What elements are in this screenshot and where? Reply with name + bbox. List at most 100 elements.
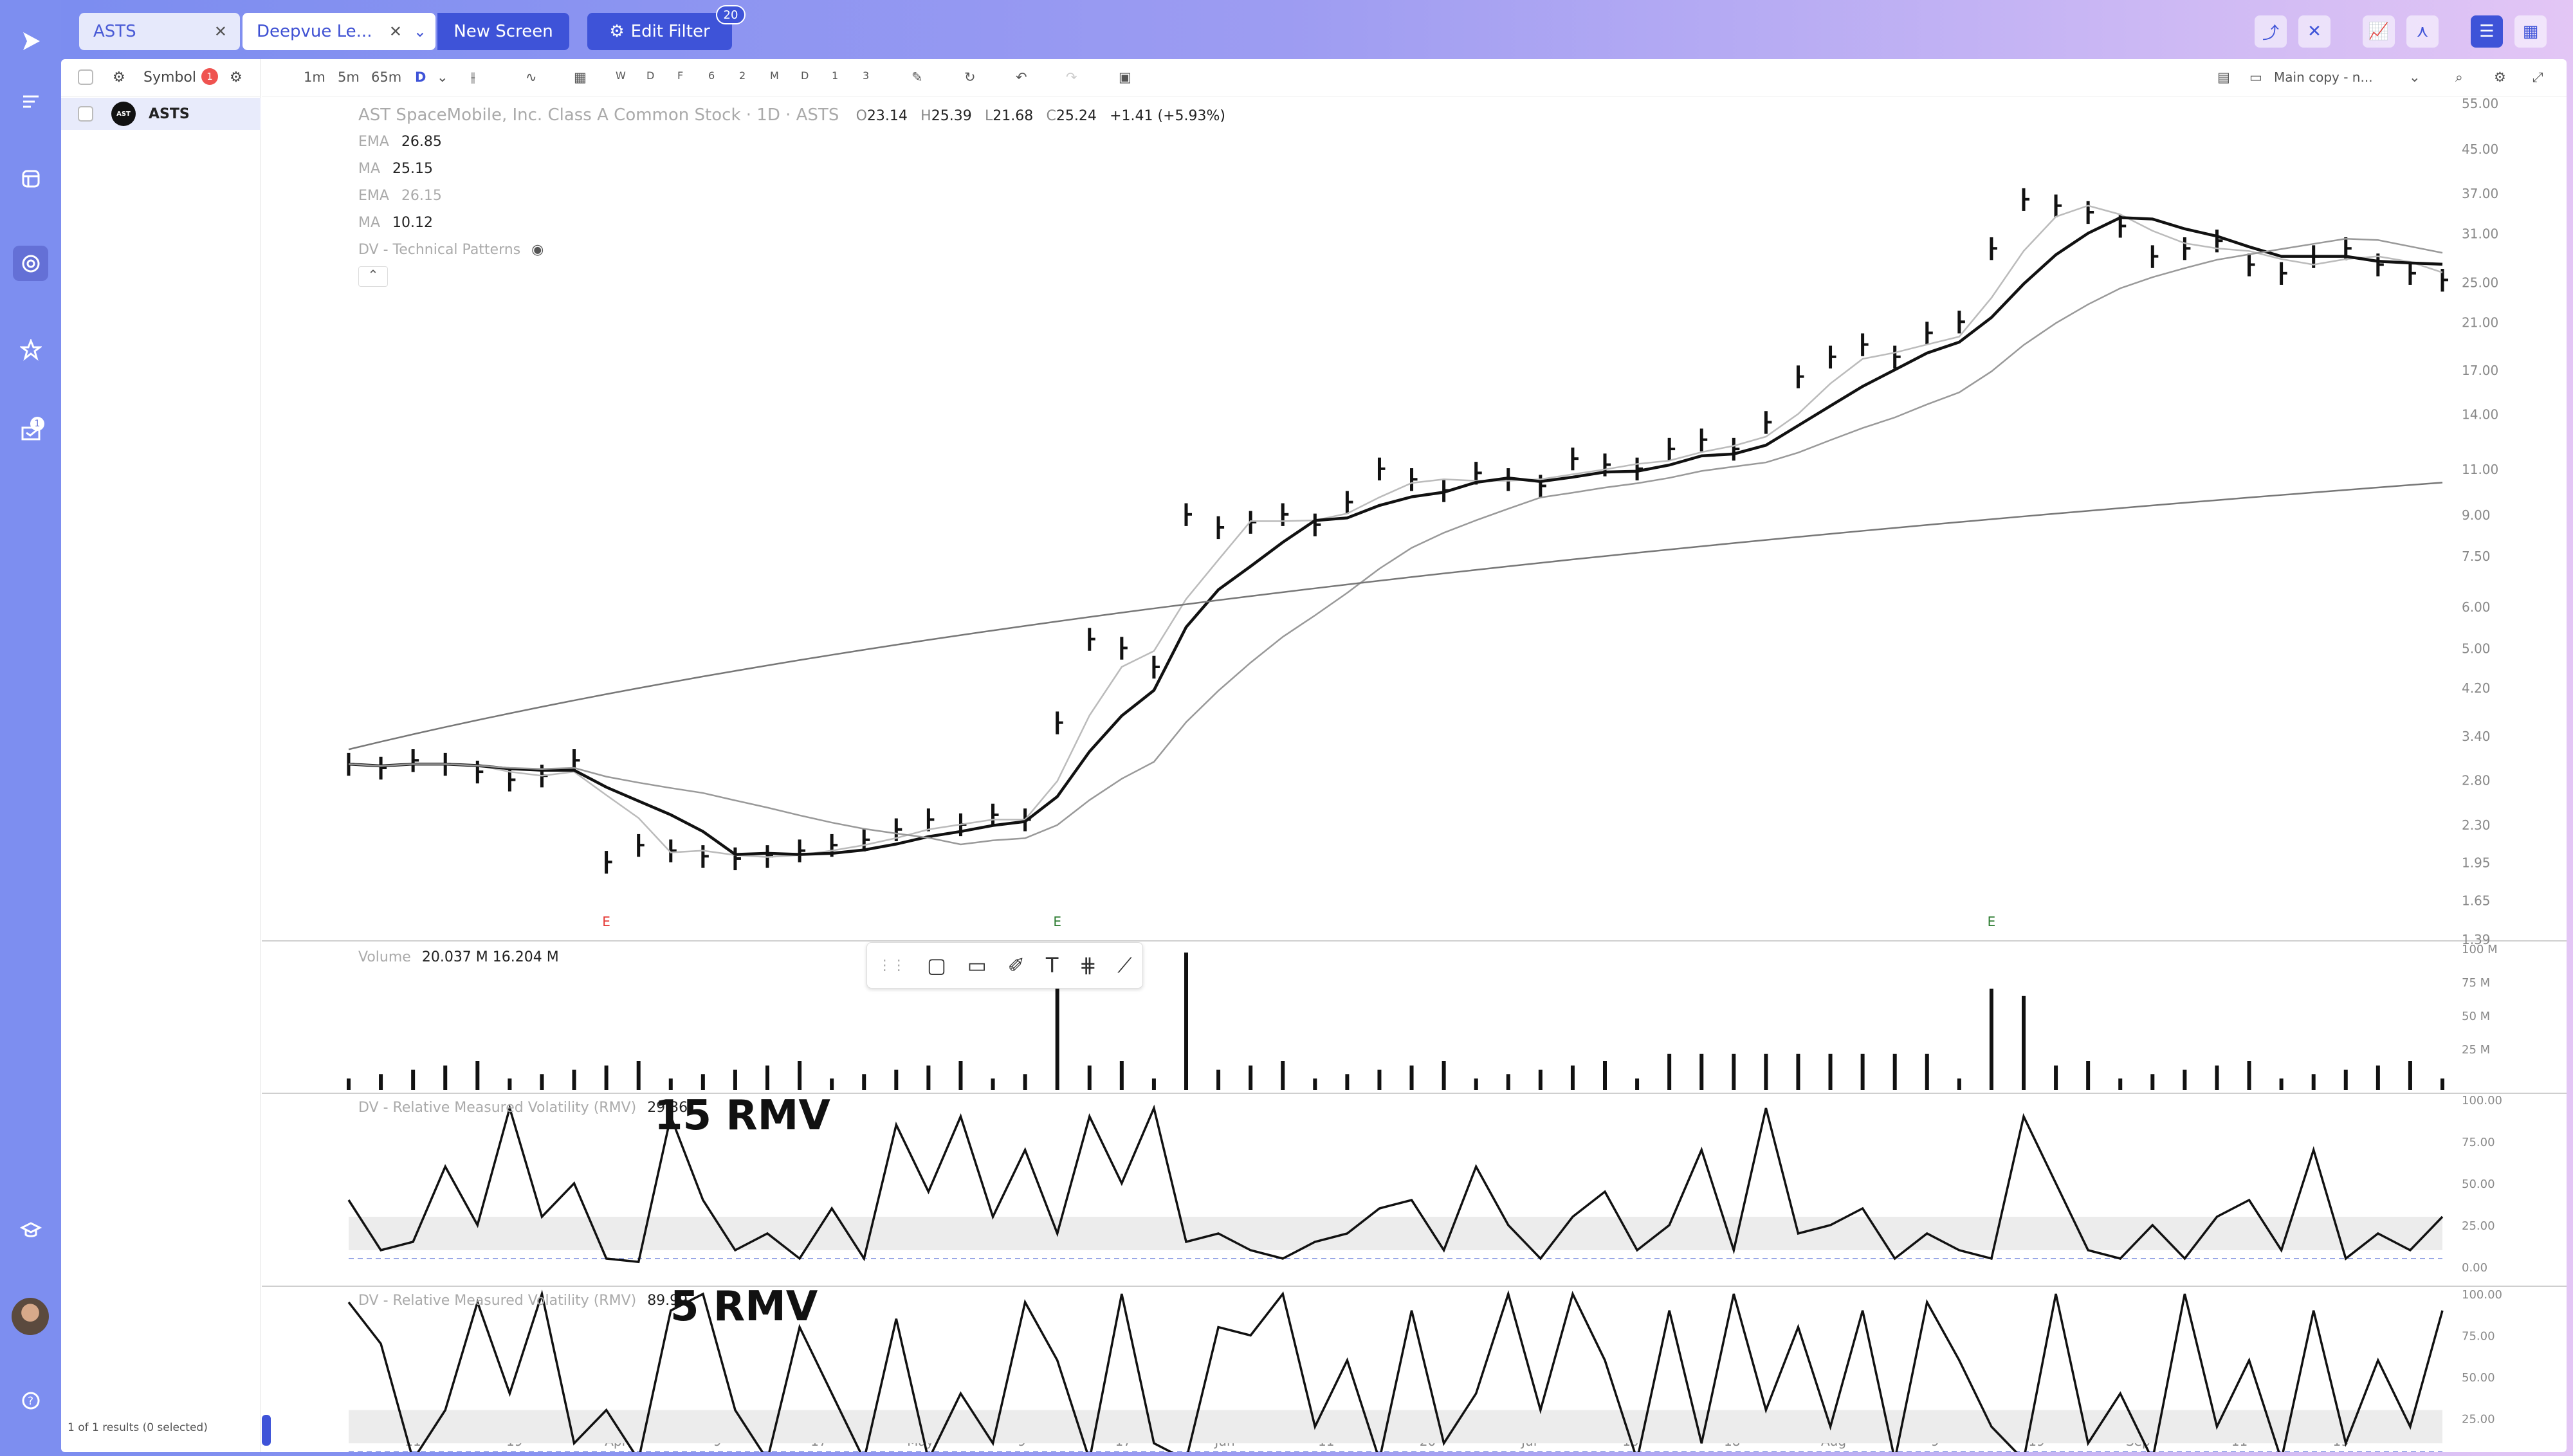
eye-off-icon[interactable]: ◉ xyxy=(531,242,544,258)
rmv15-line xyxy=(347,1104,2444,1264)
edit-filter-button[interactable]: ⚙ Edit Filter xyxy=(587,13,732,50)
screener-icon[interactable] xyxy=(13,161,48,196)
brush-tool-icon[interactable]: ✐ xyxy=(1007,953,1025,978)
close-icon[interactable]: ✕ xyxy=(214,23,227,41)
help-icon[interactable]: ? xyxy=(13,1383,48,1418)
bar-style-icon[interactable]: ⫲ xyxy=(471,69,475,85)
range-d2[interactable]: D xyxy=(801,69,809,82)
learn-cap-icon[interactable] xyxy=(13,1212,48,1248)
price-tick-label: 4.20 xyxy=(2462,680,2491,696)
symbol-column-header[interactable]: Symbol xyxy=(143,69,196,86)
rectangle-tool-icon[interactable]: ▢ xyxy=(926,953,947,978)
text-tool-icon[interactable]: T xyxy=(1045,953,1059,978)
price-tick-label: 37.00 xyxy=(2462,186,2498,201)
price-tick-label: 5.00 xyxy=(2462,641,2491,657)
chart-view-icon[interactable]: 📈 xyxy=(2363,15,2395,48)
menu-lines-icon[interactable] xyxy=(13,84,48,119)
price-tick-label: 1.39 xyxy=(2462,932,2491,947)
price-tick-label: 21.00 xyxy=(2462,314,2498,330)
range-6[interactable]: 6 xyxy=(708,69,715,82)
row-checkbox[interactable] xyxy=(78,106,93,122)
settings-icon[interactable]: ⚙ xyxy=(230,69,243,86)
indicator-value: 26.85 xyxy=(401,134,442,150)
patterns-legend[interactable]: DV - Technical Patterns ◉ xyxy=(358,242,544,258)
alerts-icon[interactable]: 1 xyxy=(13,415,48,451)
user-avatar[interactable] xyxy=(12,1298,49,1335)
chevron-down-icon[interactable]: ⌄ xyxy=(437,69,448,85)
tab-asts[interactable]: ASTS ✕ xyxy=(79,13,240,50)
drag-handle-icon[interactable]: ⋮⋮ xyxy=(877,957,906,974)
list-item[interactable]: AST ASTS xyxy=(61,98,261,130)
edit-filter-label: Edit Filter xyxy=(630,22,710,41)
ema-legend-2[interactable]: EMA 26.15 xyxy=(358,188,442,204)
layout-name[interactable]: Main copy - n... xyxy=(2274,69,2373,85)
volume-label: Volume xyxy=(358,949,411,965)
calendar-icon[interactable]: ▣ xyxy=(1119,69,1131,85)
redo-icon[interactable]: ↷ xyxy=(1066,69,1077,85)
indicators-icon[interactable]: ∿ xyxy=(526,69,537,85)
new-screen-button[interactable]: New Screen xyxy=(437,13,569,50)
rmv15-tick-label: 0.00 xyxy=(2462,1261,2487,1275)
refresh-icon[interactable]: ↻ xyxy=(964,69,976,85)
chevron-down-icon[interactable]: ⌄ xyxy=(413,23,426,41)
fib-tool-icon[interactable]: ⋕ xyxy=(1079,953,1097,978)
compare-icon[interactable]: ⋏ xyxy=(2406,15,2439,48)
chart-area[interactable]: 55.00 45.00 37.00 31.00 25.00 21.00 17.00 14.00… xyxy=(262,96,2567,1452)
drawing-toolbar[interactable]: ⋮⋮ ▢ ▭ ✐ T ⋕ ⟋ xyxy=(866,942,1143,988)
collapse-legend-button[interactable]: ⌃ xyxy=(358,266,388,287)
rmv5-tick-label: 100.00 xyxy=(2462,1288,2502,1302)
logo-play-icon[interactable] xyxy=(13,23,48,59)
filter-count-badge: 20 xyxy=(716,5,746,24)
range-d[interactable]: D xyxy=(646,69,655,82)
list-view-icon[interactable]: ☰ xyxy=(2471,15,2503,48)
share-icon[interactable]: ⤴ xyxy=(2255,15,2287,48)
select-all-checkbox[interactable] xyxy=(78,69,93,85)
range-1[interactable]: 1 xyxy=(832,69,839,82)
layout-icon[interactable]: ▤ xyxy=(2217,69,2230,85)
price-tick-label: 2.80 xyxy=(2462,772,2491,788)
indicator-value: 10.12 xyxy=(392,215,434,231)
rmv5-legend[interactable]: DV - Relative Measured Volatility (RMV) … xyxy=(358,1293,688,1309)
range-m[interactable]: M xyxy=(770,69,779,82)
range-f[interactable]: F xyxy=(677,69,684,82)
folder-icon[interactable]: ▭ xyxy=(2249,69,2262,85)
target-icon[interactable] xyxy=(13,246,48,281)
chart-settings-icon[interactable]: ⚙ xyxy=(2494,69,2506,85)
volume-tick-label: 100 M xyxy=(2462,943,2498,956)
gear-icon[interactable]: ⚙ xyxy=(113,69,125,86)
results-count: 1 of 1 results (0 selected) xyxy=(68,1421,208,1434)
range-2[interactable]: 2 xyxy=(739,69,746,82)
ema-short-line xyxy=(348,205,2443,858)
rmv15-legend[interactable]: DV - Relative Measured Volatility (RMV) … xyxy=(358,1100,688,1116)
interval-1m[interactable]: 1m xyxy=(304,69,325,85)
grid-view-icon[interactable]: ▦ xyxy=(2514,15,2547,48)
range-3[interactable]: 3 xyxy=(863,69,870,82)
price-chart[interactable]: 55.00 45.00 37.00 31.00 25.00 21.00 17.00 14.00… xyxy=(262,96,2567,1452)
range-w[interactable]: W xyxy=(616,69,626,82)
indicator-name: MA xyxy=(358,215,381,231)
tab-deepvue[interactable]: Deepvue Le... ✕ ⌄ xyxy=(243,13,435,50)
interval-65m[interactable]: 65m xyxy=(371,69,402,85)
ma-legend-2[interactable]: MA 10.12 xyxy=(358,215,433,231)
ma-legend-1[interactable]: MA 25.15 xyxy=(358,161,433,177)
volume-legend[interactable]: Volume 20.037 M 16.204 M xyxy=(358,949,559,965)
close-icon[interactable]: ✕ xyxy=(389,23,402,41)
line-tool-icon[interactable]: ⟋ xyxy=(1117,952,1132,978)
interval-5m[interactable]: 5m xyxy=(338,69,360,85)
left-rail: 1 ? xyxy=(0,0,61,1456)
indicator-name: MA xyxy=(358,161,381,177)
draw-pen-icon[interactable]: ✎ xyxy=(911,69,923,85)
x-social-icon[interactable]: ✕ xyxy=(2298,15,2330,48)
star-icon[interactable] xyxy=(13,332,48,367)
fullscreen-icon[interactable]: ⤢ xyxy=(2532,69,2543,85)
chevron-down-icon[interactable]: ⌄ xyxy=(2409,69,2421,85)
price-tick-label: 11.00 xyxy=(2462,462,2498,477)
interval-d[interactable]: D xyxy=(415,69,426,85)
zoom-icon[interactable]: ⌕ xyxy=(2455,69,2463,85)
callout-tool-icon[interactable]: ▭ xyxy=(967,953,987,978)
templates-icon[interactable]: ▦ xyxy=(574,69,587,85)
rmv15-tick-label: 50.00 xyxy=(2462,1178,2495,1191)
ema-legend-1[interactable]: EMA 26.85 xyxy=(358,134,442,150)
undo-icon[interactable]: ↶ xyxy=(1016,69,1027,85)
ema-main-line xyxy=(348,216,2443,856)
